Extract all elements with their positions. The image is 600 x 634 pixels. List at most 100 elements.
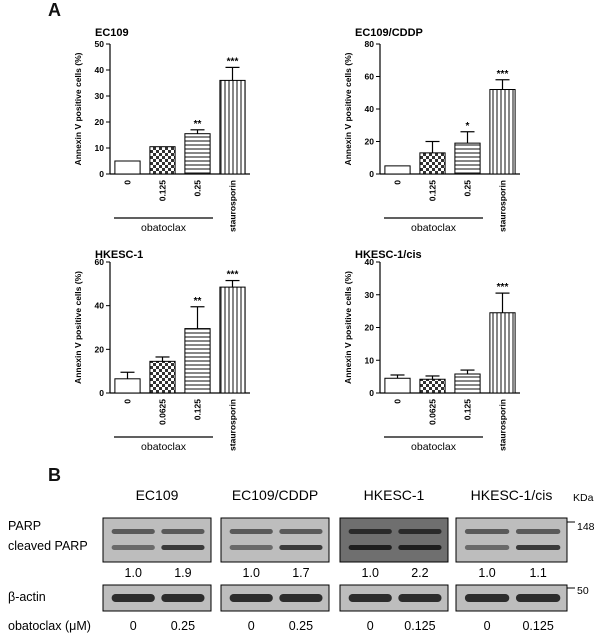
category-label: staurosporin — [498, 180, 508, 232]
chart-hkesc-1: HKESC-1 Annexin V positive cells (%) 0 20 40… — [73, 249, 250, 453]
y-tick-label: 80 — [365, 39, 375, 49]
actin-band — [111, 594, 155, 602]
group-label: obatoclax — [411, 441, 457, 453]
ratio-value: 1.1 — [529, 566, 546, 580]
actin-band — [515, 594, 561, 602]
cell-line-label: EC109/CDDP — [232, 487, 318, 503]
parp-band — [515, 529, 561, 534]
group-label: obatoclax — [141, 222, 187, 234]
y-tick-label: 0 — [369, 169, 374, 179]
category-label: 0.25 — [193, 180, 203, 197]
cleaved-parp-band — [398, 545, 442, 550]
significance-mark: *** — [227, 56, 239, 67]
y-tick-label: 40 — [365, 257, 375, 267]
bar — [184, 328, 211, 394]
cell-line-label: HKESC-1/cis — [471, 487, 553, 503]
significance-mark: *** — [497, 282, 509, 293]
row-label-parp: PARP — [8, 519, 41, 533]
category-label: staurosporin — [228, 180, 238, 232]
parp-band — [398, 529, 442, 534]
chart-title: EC109 — [95, 27, 129, 39]
bar — [219, 286, 246, 394]
cleaved-parp-band — [229, 545, 273, 550]
y-axis-label: Annexin V positive cells (%) — [343, 271, 353, 384]
category-label: 0 — [123, 399, 133, 404]
category-label: staurosporin — [228, 399, 238, 451]
dose-value: 0.125 — [404, 619, 435, 633]
category-label: 0.0625 — [428, 399, 438, 425]
bar — [114, 160, 141, 175]
panel-b-label: B — [48, 465, 61, 485]
y-tick-label: 20 — [365, 323, 375, 333]
cleaved-parp-band — [111, 545, 155, 550]
significance-mark: *** — [497, 69, 509, 80]
parp-band — [348, 529, 392, 534]
ratio-value: 1.0 — [478, 566, 495, 580]
actin-band — [229, 594, 273, 602]
bar-charts: EC109 Annexin V positive cells (%) 0 10 20 30… — [73, 27, 520, 453]
parp-band — [229, 529, 273, 534]
y-axis-label: Annexin V positive cells (%) — [343, 52, 353, 165]
y-axis-label: Annexin V positive cells (%) — [73, 271, 83, 384]
ratio-value: 1.0 — [125, 566, 142, 580]
cleaved-parp-band — [161, 545, 205, 550]
chart-ec109-cddp: EC109/CDDP Annexin V positive cells (%) 0 2… — [343, 27, 520, 234]
category-label: 0.125 — [463, 399, 473, 421]
parp-band — [279, 529, 323, 534]
chart-title: HKESC-1 — [95, 249, 143, 261]
y-tick-label: 10 — [365, 355, 375, 365]
parp-band — [111, 529, 155, 534]
marker-148: 148 — [577, 521, 595, 533]
category-label: 0 — [393, 399, 403, 404]
category-label: 0.125 — [193, 399, 203, 421]
bar — [184, 133, 211, 175]
parp-band — [464, 529, 510, 534]
row-label-actin: β-actin — [8, 590, 46, 604]
dose-value: 0 — [367, 619, 374, 633]
category-label: staurosporin — [498, 399, 508, 451]
ratio-value: 1.7 — [292, 566, 309, 580]
bar — [149, 146, 176, 175]
y-tick-label: 30 — [365, 290, 375, 300]
dose-value: 0.125 — [522, 619, 553, 633]
group-label: obatoclax — [411, 222, 457, 234]
parp-blot — [339, 517, 449, 563]
cleaved-parp-band — [279, 545, 323, 550]
dose-value: 0 — [484, 619, 491, 633]
y-tick-label: 50 — [95, 39, 105, 49]
y-tick-label: 20 — [95, 117, 105, 127]
ratio-value: 1.9 — [174, 566, 191, 580]
y-tick-label: 20 — [365, 137, 375, 147]
bar — [454, 373, 481, 394]
kda-label: KDa — [573, 492, 594, 504]
y-tick-label: 40 — [95, 301, 105, 311]
cell-line-label: EC109 — [136, 487, 179, 503]
ratio-value: 1.0 — [243, 566, 260, 580]
significance-mark: * — [466, 121, 470, 132]
cleaved-parp-band — [464, 545, 510, 550]
actin-band — [398, 594, 442, 602]
dose-value: 0 — [130, 619, 137, 633]
bar — [489, 312, 516, 394]
bar — [114, 378, 141, 394]
significance-mark: *** — [227, 270, 239, 281]
y-tick-label: 60 — [95, 257, 105, 267]
y-tick-label: 0 — [99, 169, 104, 179]
y-tick-label: 30 — [95, 91, 105, 101]
cleaved-parp-band — [348, 545, 392, 550]
marker-50: 50 — [577, 585, 589, 597]
bar — [419, 378, 446, 394]
y-tick-label: 0 — [99, 388, 104, 398]
dose-row-label: obatoclax (μM) — [8, 619, 91, 633]
bar — [489, 89, 516, 175]
actin-band — [464, 594, 510, 602]
chart-ec109: EC109 Annexin V positive cells (%) 0 10 20 30… — [73, 27, 250, 234]
ratio-value: 2.2 — [411, 566, 428, 580]
chart-title: EC109/CDDP — [355, 27, 423, 39]
category-label: 0 — [123, 180, 133, 185]
bar — [219, 79, 246, 175]
category-label: 0.25 — [463, 180, 473, 197]
category-label: 0.125 — [158, 180, 168, 202]
chart-title: HKESC-1/cis — [355, 249, 422, 261]
